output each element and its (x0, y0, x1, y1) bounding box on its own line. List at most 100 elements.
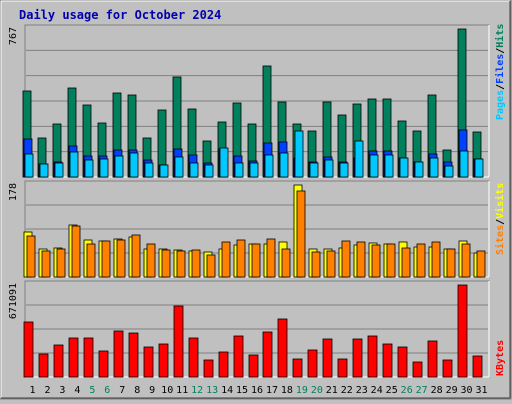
day-label: 9 (149, 385, 155, 396)
day-label: 22 (341, 385, 353, 396)
bar-pages-day-7 (114, 155, 124, 178)
bar-sites-day-18 (281, 248, 291, 278)
bar-sites-day-12 (191, 249, 201, 278)
day-label: 14 (221, 385, 233, 396)
bar-sites-day-1 (26, 235, 36, 278)
legend-visits: Visits (494, 183, 506, 219)
bar-sites-day-28 (431, 241, 441, 278)
bar-sites-day-20 (311, 251, 321, 278)
bar-kbytes-day-29 (442, 359, 453, 378)
bar-pages-day-23 (354, 140, 364, 178)
bar-pages-day-9 (144, 162, 154, 178)
bar-sites-day-25 (386, 243, 396, 278)
bar-pages-day-20 (309, 162, 319, 178)
bar-sites-day-16 (251, 243, 261, 278)
chart-title: Daily usage for October 2024 (19, 8, 221, 22)
day-label: 7 (119, 385, 125, 396)
bar-sites-day-23 (356, 241, 366, 278)
bar-kbytes-day-27 (412, 361, 423, 378)
day-label: 27 (416, 385, 428, 396)
bar-pages-day-21 (324, 159, 334, 178)
bar-sites-day-10 (161, 249, 171, 278)
bar-sites-day-27 (416, 243, 426, 278)
bar-kbytes-day-1 (23, 321, 34, 378)
bar-sites-day-5 (86, 243, 96, 278)
legend-pages: Pages (495, 90, 506, 120)
day-label: 15 (236, 385, 248, 396)
bar-kbytes-day-12 (188, 337, 199, 378)
legend-separator: / (495, 84, 506, 90)
bar-pages-day-14 (219, 147, 229, 178)
bar-sites-day-31 (476, 250, 486, 278)
bar-kbytes-day-31 (472, 355, 483, 378)
day-label: 4 (74, 385, 80, 396)
bar-kbytes-day-5 (83, 337, 94, 378)
bar-sites-day-13 (206, 254, 216, 278)
bar-kbytes-day-26 (397, 346, 408, 378)
panel-kbytes: 671091 KBytes (8, 280, 506, 378)
bar-kbytes-day-6 (98, 350, 109, 378)
day-label: 30 (460, 385, 472, 396)
day-label: 24 (371, 385, 383, 396)
bar-pages-day-27 (414, 161, 424, 178)
bar-kbytes-day-4 (68, 337, 79, 378)
bar-kbytes-day-2 (38, 353, 49, 378)
day-label: 8 (134, 385, 140, 396)
bar-kbytes-day-25 (382, 343, 393, 378)
bar-pages-day-15 (234, 162, 244, 178)
bar-pages-day-25 (384, 154, 394, 178)
bar-pages-day-2 (39, 163, 49, 178)
bar-pages-day-8 (129, 152, 139, 178)
legend-sites: Sites (494, 225, 506, 255)
bar-pages-day-17 (264, 154, 274, 178)
bar-kbytes-day-13 (203, 359, 214, 378)
bar-pages-day-12 (189, 162, 199, 178)
bar-pages-day-16 (249, 162, 259, 178)
day-label: 25 (386, 385, 398, 396)
y-max-label: 671091 (8, 283, 19, 319)
legend-kbytes: KBytes (495, 340, 506, 376)
day-label: 21 (326, 385, 338, 396)
day-label: 10 (161, 385, 173, 396)
y-max-label: 767 (8, 27, 19, 45)
bar-pages-day-26 (399, 157, 409, 178)
bar-sites-day-19 (296, 190, 306, 278)
bar-pages-day-13 (204, 164, 214, 178)
bar-kbytes-day-18 (277, 318, 288, 378)
day-label: 13 (206, 385, 218, 396)
day-label: 16 (251, 385, 263, 396)
bar-kbytes-day-16 (248, 354, 259, 378)
bar-pages-day-19 (294, 130, 304, 178)
day-label: 26 (401, 385, 413, 396)
bar-sites-day-7 (116, 239, 126, 278)
bar-pages-day-10 (159, 164, 169, 178)
bar-kbytes-day-19 (292, 358, 303, 378)
bar-kbytes-day-14 (218, 351, 229, 378)
bar-pages-day-29 (444, 165, 454, 178)
day-label: 11 (176, 385, 188, 396)
bar-pages-day-6 (99, 158, 109, 178)
bar-sites-day-26 (401, 247, 411, 278)
bar-pages-day-18 (279, 152, 289, 178)
bar-kbytes-day-3 (53, 344, 64, 378)
bar-sites-day-8 (131, 234, 141, 278)
chart-panels: 767Pages/Files/Hits178Sites/Visits671091… (8, 24, 506, 396)
legend-files: Files (494, 54, 506, 84)
y-max-label: 178 (8, 183, 19, 201)
day-label: 3 (59, 385, 65, 396)
day-label: 1 (29, 385, 35, 396)
bar-kbytes-day-21 (322, 338, 333, 378)
day-label: 29 (446, 385, 458, 396)
bar-sites-day-30 (461, 243, 471, 278)
bar-pages-day-4 (69, 151, 79, 178)
bar-sites-day-22 (341, 240, 351, 278)
bar-pages-day-24 (369, 154, 379, 178)
day-label: 6 (104, 385, 110, 396)
bar-sites-day-17 (266, 238, 276, 278)
bar-kbytes-day-11 (173, 305, 184, 378)
bar-pages-day-30 (459, 150, 469, 178)
bar-sites-day-11 (176, 250, 186, 278)
day-label: 17 (266, 385, 278, 396)
